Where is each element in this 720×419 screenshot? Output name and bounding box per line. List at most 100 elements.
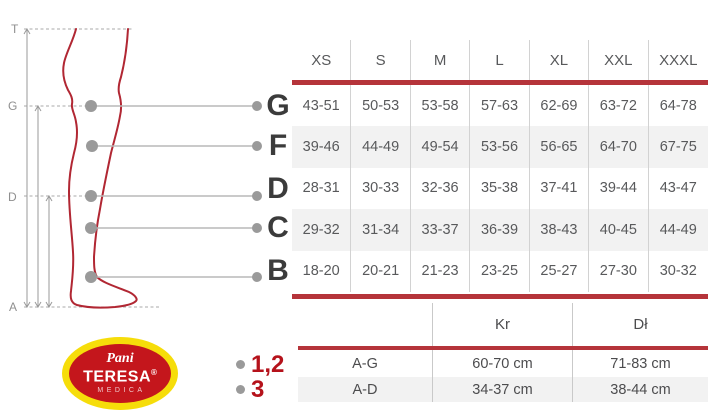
size-cell: 35-38 bbox=[470, 167, 530, 210]
size-cell: 53-58 bbox=[411, 85, 471, 127]
arrowhead-icon bbox=[45, 301, 53, 308]
class-marker-3: 3 bbox=[236, 377, 264, 402]
leg-point-F bbox=[86, 140, 98, 152]
size-cell: 38-43 bbox=[530, 209, 590, 251]
length-range-label: A-D bbox=[298, 377, 433, 402]
size-cell: 63-72 bbox=[589, 85, 649, 127]
size-col-xs: XS bbox=[292, 40, 352, 80]
size-cell: 56-65 bbox=[530, 126, 590, 168]
size-table-header: XS S M L XL XXL XXXL bbox=[292, 40, 708, 80]
length-table: Kr Dł A-G 60-70 cm 71-83 cm A-D 34-37 cm… bbox=[298, 303, 708, 402]
length-range-label: A-G bbox=[298, 350, 433, 377]
length-col-kr: Kr bbox=[433, 303, 573, 346]
registered-mark-icon: ® bbox=[151, 367, 157, 377]
arrowhead-icon bbox=[34, 301, 42, 308]
table-divider-bottom bbox=[292, 293, 708, 299]
size-cell: 30-32 bbox=[659, 263, 697, 280]
arrowhead-icon bbox=[45, 195, 53, 202]
size-cell: 37-41 bbox=[530, 167, 590, 210]
class-label: 3 bbox=[251, 375, 265, 403]
leg-point-D bbox=[85, 190, 97, 202]
class-marker-1-2: 1,2 bbox=[236, 351, 284, 378]
arrowhead-icon bbox=[34, 105, 42, 112]
size-col-l: L bbox=[470, 40, 530, 80]
size-cell: 49-54 bbox=[411, 126, 471, 168]
axis-label-D: D bbox=[8, 190, 17, 204]
leg-measurement-diagram: T G D A bbox=[8, 22, 262, 314]
size-col-m: M bbox=[411, 40, 471, 80]
label-point-F bbox=[252, 141, 262, 151]
length-cell: 34-37 cm bbox=[433, 377, 573, 402]
size-cell: 27-30 bbox=[589, 250, 649, 292]
size-cell: 23-25 bbox=[470, 250, 530, 292]
size-col-xl: XL bbox=[530, 40, 590, 80]
table-row-F: 39-46 44-49 49-54 53-56 56-65 64-70 67-7… bbox=[292, 126, 708, 168]
size-cell: 43-47 bbox=[659, 180, 697, 197]
size-cell: 44-49 bbox=[659, 221, 697, 238]
leg-outline bbox=[62, 28, 138, 309]
length-table-divider bbox=[298, 346, 708, 350]
length-cell: 38-44 cm bbox=[610, 381, 671, 398]
leg-point-G bbox=[85, 100, 97, 112]
label-point-G bbox=[252, 101, 262, 111]
logo-text-teresa: TERESA® bbox=[83, 365, 157, 385]
size-col-xxl: XXL bbox=[589, 40, 649, 80]
size-col-xxxl: XXXL bbox=[659, 51, 698, 69]
size-cell: 64-78 bbox=[659, 97, 697, 114]
row-label-C: C bbox=[267, 211, 289, 244]
size-cell: 28-31 bbox=[292, 167, 352, 210]
length-table-header: Kr Dł bbox=[298, 303, 708, 346]
size-cell: 50-53 bbox=[351, 85, 411, 127]
size-cell: 44-49 bbox=[351, 126, 411, 168]
label-point-C bbox=[252, 223, 262, 233]
length-row-AG: A-G 60-70 cm 71-83 cm bbox=[298, 350, 708, 377]
axis-label-T: T bbox=[11, 22, 19, 36]
table-row-G: 43-51 50-53 53-58 57-63 62-69 63-72 64-7… bbox=[292, 85, 708, 127]
row-label-F: F bbox=[268, 129, 288, 162]
size-cell: 67-75 bbox=[659, 139, 697, 156]
brand-logo-inner: Pani TERESA® MEDICA bbox=[69, 344, 171, 403]
label-point-D bbox=[252, 191, 262, 201]
size-cell: 39-46 bbox=[292, 126, 352, 168]
class-label: 1,2 bbox=[251, 350, 285, 378]
size-cell: 57-63 bbox=[470, 85, 530, 127]
length-col-dl: Dł bbox=[633, 316, 648, 333]
logo-text-pani: Pani bbox=[106, 350, 134, 366]
size-cell: 33-37 bbox=[411, 209, 471, 251]
table-row-C: 29-32 31-34 33-37 36-39 38-43 40-45 44-4… bbox=[292, 209, 708, 251]
row-label-D: D bbox=[267, 172, 289, 205]
size-cell: 21-23 bbox=[411, 250, 471, 292]
row-label-B: B bbox=[267, 254, 289, 287]
size-cell: 36-39 bbox=[470, 209, 530, 251]
size-col-s: S bbox=[351, 40, 411, 80]
leg-point-B bbox=[85, 271, 97, 283]
size-cell: 29-32 bbox=[292, 209, 352, 251]
size-table: XS S M L XL XXL XXXL 43-51 50-53 53-58 5… bbox=[292, 40, 708, 299]
axis-label-A: A bbox=[9, 300, 17, 314]
table-row-B: 18-20 20-21 21-23 23-25 25-27 27-30 30-3… bbox=[292, 250, 708, 292]
row-label-G: G bbox=[266, 89, 290, 122]
table-row-D: 28-31 30-33 32-36 35-38 37-41 39-44 43-4… bbox=[292, 167, 708, 210]
length-row-AD: A-D 34-37 cm 38-44 cm bbox=[298, 377, 708, 402]
arrowhead-icon bbox=[23, 301, 31, 308]
table-divider-top bbox=[292, 80, 708, 85]
arrowhead-icon bbox=[23, 28, 31, 35]
size-cell: 30-33 bbox=[351, 167, 411, 210]
logo-text-medica: MEDICA bbox=[97, 387, 146, 395]
brand-logo: Pani TERESA® MEDICA bbox=[62, 337, 178, 410]
logo-brand-name: TERESA bbox=[83, 368, 151, 386]
size-cell: 25-27 bbox=[530, 250, 590, 292]
size-cell: 20-21 bbox=[351, 250, 411, 292]
length-cell: 71-83 cm bbox=[610, 355, 671, 372]
leg-point-C bbox=[85, 222, 97, 234]
bullet-icon bbox=[236, 360, 245, 369]
label-point-B bbox=[252, 272, 262, 282]
size-cell: 64-70 bbox=[589, 126, 649, 168]
size-cell: 18-20 bbox=[292, 250, 352, 292]
size-cell: 53-56 bbox=[470, 126, 530, 168]
axis-label-G: G bbox=[8, 99, 17, 113]
size-cell: 32-36 bbox=[411, 167, 471, 210]
length-col-empty bbox=[298, 303, 433, 346]
size-cell: 43-51 bbox=[292, 85, 352, 127]
